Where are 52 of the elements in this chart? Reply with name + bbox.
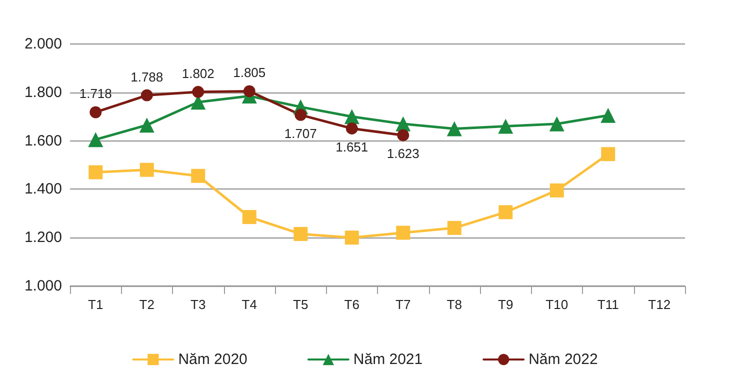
x-tick-label: T7 — [396, 297, 411, 312]
point — [446, 121, 462, 136]
point — [88, 132, 104, 148]
point — [242, 210, 256, 224]
data-label: 1.651 — [336, 139, 368, 154]
x-tick-label: T9 — [498, 297, 514, 312]
point — [294, 108, 307, 121]
data-label: 1.802 — [182, 66, 214, 81]
data-label: 1.623 — [386, 146, 420, 162]
x-tick-label: T3 — [190, 297, 206, 312]
point — [294, 226, 308, 241]
y-tick-label: 1.200 — [24, 229, 62, 246]
point — [243, 85, 256, 98]
point — [140, 89, 153, 102]
data-label: 1.788 — [130, 69, 164, 84]
y-tick-label: 2.000 — [24, 36, 62, 52]
point — [88, 165, 103, 180]
point — [447, 220, 462, 235]
point — [140, 162, 154, 177]
data-label: 1.805 — [233, 65, 266, 80]
x-tick-label: T5 — [293, 297, 308, 312]
y-tick-label: 1.400 — [24, 180, 62, 198]
y-tick-label: 1.600 — [24, 132, 62, 150]
x-tick-label: T2 — [139, 297, 154, 312]
legend-label: Năm 2022 — [528, 351, 598, 368]
x-tick-label: T4 — [242, 297, 257, 312]
data-label: 1.707 — [284, 126, 317, 141]
x-tick-label: T6 — [344, 297, 360, 312]
point — [397, 129, 410, 142]
point — [498, 205, 513, 220]
point — [192, 86, 204, 98]
legend-label: Năm 2021 — [353, 351, 423, 368]
legend-label: Năm 2020 — [178, 351, 248, 368]
y-tick-label: 1.800 — [24, 84, 62, 101]
point — [191, 168, 206, 183]
point — [139, 118, 154, 133]
data-label: 1.718 — [79, 86, 112, 102]
point — [90, 106, 102, 118]
point — [396, 226, 410, 240]
x-tick-label: T1 — [88, 297, 104, 312]
point — [600, 108, 616, 123]
point — [550, 183, 564, 198]
x-tick-label: T8 — [446, 297, 462, 312]
y-tick-label: 1.000 — [24, 278, 62, 294]
point — [601, 147, 616, 162]
point — [549, 116, 564, 132]
x-tick-label: T12 — [648, 297, 671, 312]
x-tick-label: T11 — [597, 297, 619, 312]
x-tick-label: T10 — [546, 297, 568, 312]
point — [498, 118, 514, 134]
point — [346, 122, 358, 134]
point — [344, 230, 359, 245]
